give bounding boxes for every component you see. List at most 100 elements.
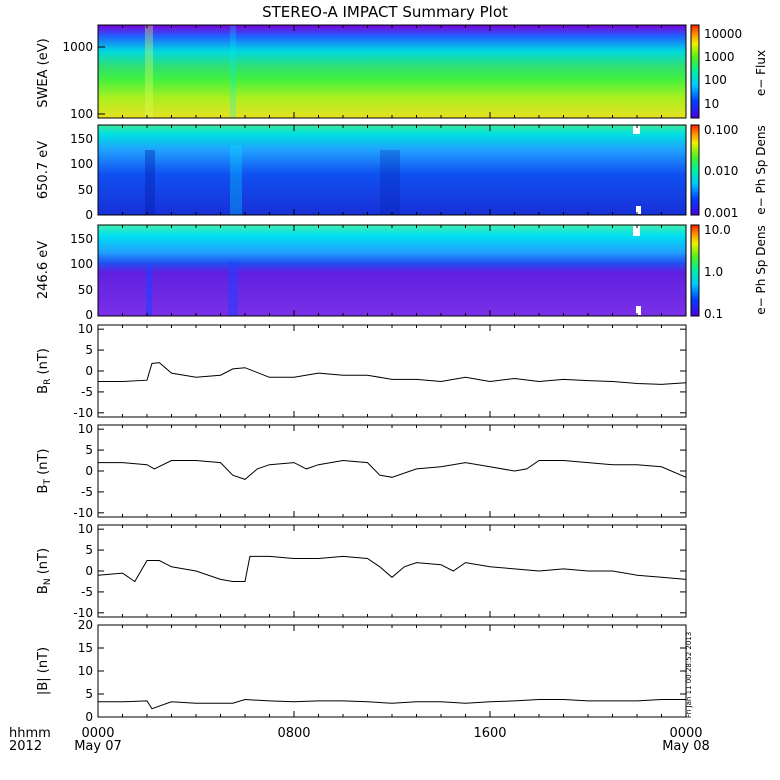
br-panel: 10 5 0 -5 -10 BR (nT) [36, 322, 687, 420]
swea-colorbar-label: e− Flux [754, 50, 768, 96]
pad650-spectrogram: 150 100 50 0 650.7 eV [36, 124, 687, 222]
pad650-colorbar-tick: 0.010 [704, 164, 738, 178]
pad246-band [228, 262, 238, 316]
br-ylabel: BR (nT) [36, 348, 53, 394]
pad246-gap [633, 226, 640, 236]
time-tick-date: May 07 [74, 739, 122, 754]
time-tick-date: May 08 [662, 739, 710, 754]
pad246-tick-label: 100 [70, 257, 93, 271]
pad246-colorbar-label: e− Ph Sp Dens [754, 225, 768, 314]
pad246-tick-label: 150 [70, 232, 93, 246]
swea-colorbar-tick: 1000 [704, 50, 735, 64]
bn-ylabel-unit: (nT) [36, 548, 51, 578]
bt-panel: 10 5 0 -5 -10 BT (nT) [36, 422, 687, 520]
pad246-gap [636, 306, 641, 315]
bmag-ytick-label: 5 [85, 687, 93, 701]
swea-ylabel: SWEA (eV) [36, 38, 51, 107]
bn-ytick-label: 5 [85, 543, 93, 557]
pad650-gap [636, 206, 641, 214]
pad650-band [145, 150, 155, 215]
time-tick-label: 0000 [669, 726, 702, 741]
swea-tick-label: 100 [70, 107, 93, 121]
br-series-line [98, 362, 687, 385]
pad650-colorbar-label: e− Ph Sp Dens [754, 125, 768, 214]
pad650-colorbar: 0.100 0.010 0.001 e− Ph Sp Dens [690, 123, 768, 220]
pad650-colorbar-tick: 0.001 [704, 206, 738, 220]
bt-ytick-label: 5 [85, 443, 93, 457]
pad246-spectrogram-image [98, 225, 686, 316]
br-ylabel-subscript: R [43, 379, 53, 385]
bmag-ytick-label: 0 [85, 710, 93, 724]
plot-title: STEREO-A IMPACT Summary Plot [262, 3, 508, 21]
swea-colorbar-image [690, 24, 700, 119]
pad650-tick-label: 50 [78, 183, 93, 197]
swea-colorbar-tick: 100 [704, 73, 727, 87]
pad246-ylabel: 246.6 eV [36, 241, 51, 299]
footer-stamp: Fri Jan 11 00:28:52 2013 [685, 632, 693, 718]
pad650-band [380, 150, 400, 215]
bt-ylabel: BT (nT) [36, 449, 53, 494]
pad650-tick-label: 0 [85, 208, 93, 222]
bn-ylabel-subscript: N [43, 578, 53, 585]
pad650-tick-label: 150 [70, 132, 93, 146]
swea-colorbar: 10000 1000 100 10 e− Flux [690, 24, 768, 119]
bt-ytick-label: -5 [81, 485, 93, 499]
bt-ytick-label: -10 [73, 506, 93, 520]
swea-spectrogram: 1000 100 SWEA (eV) [36, 24, 687, 121]
bn-ytick-label: -5 [81, 585, 93, 599]
pad650-ylabel: 650.7 eV [36, 141, 51, 199]
swea-colorbar-tick: 10 [704, 97, 719, 111]
time-tick-label: 0800 [277, 726, 310, 741]
pad650-colorbar-tick: 0.100 [704, 123, 738, 137]
br-ytick-label: 0 [85, 364, 93, 378]
bmag-ytick-label: 10 [78, 664, 93, 678]
br-ytick-label: 5 [85, 343, 93, 357]
bt-ytick-label: 0 [85, 464, 93, 478]
bmag-ylabel: |B| (nT) [36, 647, 51, 695]
bt-ylabel-main: B [36, 485, 51, 494]
pad650-colorbar-image [690, 124, 700, 216]
br-ytick-label: -5 [81, 385, 93, 399]
swea-tick-label: 1000 [62, 40, 93, 54]
swea-band [230, 25, 236, 118]
pad246-colorbar-tick: 0.1 [704, 307, 723, 321]
bt-ytick-label: 10 [78, 422, 93, 436]
bmag-series-line [98, 698, 686, 710]
br-ytick-label: -10 [73, 406, 93, 420]
pad650-band [230, 145, 242, 215]
bt-ylabel-unit: (nT) [36, 449, 51, 479]
swea-band [145, 25, 153, 118]
br-frame [97, 324, 687, 418]
bmag-panel: 20 15 10 5 0 |B| (nT) [36, 618, 687, 724]
pad246-tick-label: 0 [85, 308, 93, 322]
bn-ytick-label: 10 [78, 522, 93, 536]
time-tick-label: 1600 [473, 726, 506, 741]
br-ylabel-unit: (nT) [36, 348, 51, 378]
swea-spectrogram-image [98, 25, 686, 118]
time-axis-row1-label: hhmm [9, 726, 51, 741]
pad246-colorbar-tick: 1.0 [704, 265, 723, 279]
spectrogram-time-ticks [97, 25, 687, 316]
bt-ylabel-subscript: T [43, 479, 53, 486]
bn-ylabel-main: B [36, 585, 51, 594]
bn-ytick-label: 0 [85, 564, 93, 578]
bn-series-line [97, 555, 687, 583]
br-ytick-label: 10 [78, 322, 93, 336]
time-axis-row2-label: 2012 [9, 739, 42, 754]
time-tick-label: 0000 [81, 726, 114, 741]
pad246-band [146, 265, 152, 316]
pad246-spectrogram: 150 100 50 0 246.6 eV [36, 224, 687, 322]
pad650-tick-label: 100 [70, 157, 93, 171]
bn-panel: 10 5 0 -5 -10 BN (nT) [36, 522, 687, 620]
swea-colorbar-tick: 10000 [704, 27, 742, 41]
pad650-spectrogram-image [98, 125, 686, 215]
bt-frame [97, 424, 687, 518]
pad246-colorbar: 10.0 1.0 0.1 e− Ph Sp Dens [690, 223, 768, 321]
bt-series-line [98, 459, 687, 480]
bn-ytick-label: -10 [73, 606, 93, 620]
pad650-gap [633, 126, 640, 134]
pad246-tick-label: 50 [78, 283, 93, 297]
